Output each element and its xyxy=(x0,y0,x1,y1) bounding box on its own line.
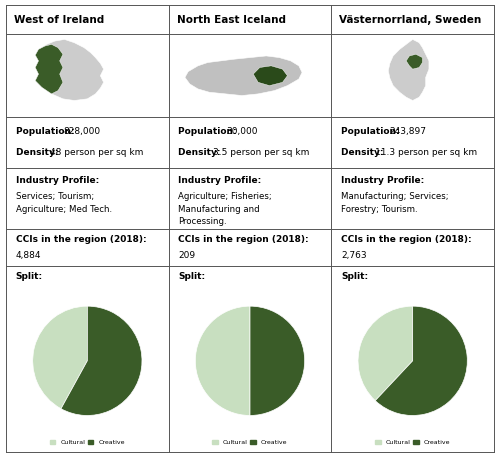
Text: 48 person per sq km: 48 person per sq km xyxy=(50,149,144,157)
Text: Split:: Split: xyxy=(178,272,206,281)
Text: CCIs in the region (2018):: CCIs in the region (2018): xyxy=(178,235,309,244)
Text: Industry Profile:: Industry Profile: xyxy=(341,175,424,185)
Text: Services; Tourism;
Agriculture; Med Tech.: Services; Tourism; Agriculture; Med Tech… xyxy=(16,192,112,214)
Text: Population:: Population: xyxy=(16,127,78,136)
Polygon shape xyxy=(388,39,429,101)
Text: Split:: Split: xyxy=(16,272,43,281)
Text: Västernorrland, Sweden: Västernorrland, Sweden xyxy=(340,15,482,25)
Text: 209: 209 xyxy=(178,250,196,260)
Polygon shape xyxy=(406,54,422,69)
Polygon shape xyxy=(36,44,63,94)
Text: 4,884: 4,884 xyxy=(16,250,42,260)
Text: 3.5 person per sq km: 3.5 person per sq km xyxy=(212,149,309,157)
Text: Manufacturing; Services;
Forestry; Tourism.: Manufacturing; Services; Forestry; Touri… xyxy=(341,192,448,214)
Text: Density:: Density: xyxy=(178,149,224,157)
Text: Population:: Population: xyxy=(178,127,240,136)
Text: 243,897: 243,897 xyxy=(389,127,426,136)
Text: Population:: Population: xyxy=(341,127,403,136)
Polygon shape xyxy=(254,66,288,85)
Text: CCIs in the region (2018):: CCIs in the region (2018): xyxy=(16,235,146,244)
Text: Density:: Density: xyxy=(341,149,386,157)
Text: Density:: Density: xyxy=(16,149,62,157)
Text: 828,000: 828,000 xyxy=(64,127,101,136)
Polygon shape xyxy=(36,39,104,101)
Text: Industry Profile:: Industry Profile: xyxy=(16,175,99,185)
Text: Agriculture; Fisheries;
Manufacturing and
Processing.: Agriculture; Fisheries; Manufacturing an… xyxy=(178,192,272,226)
Text: Split:: Split: xyxy=(341,272,368,281)
Text: 30,000: 30,000 xyxy=(226,127,258,136)
Text: West of Ireland: West of Ireland xyxy=(14,15,104,25)
Text: 11.3 person per sq km: 11.3 person per sq km xyxy=(376,149,478,157)
Text: North East Iceland: North East Iceland xyxy=(177,15,286,25)
Polygon shape xyxy=(185,56,302,96)
Text: CCIs in the region (2018):: CCIs in the region (2018): xyxy=(341,235,471,244)
Text: 2,763: 2,763 xyxy=(341,250,366,260)
Text: Industry Profile:: Industry Profile: xyxy=(178,175,262,185)
